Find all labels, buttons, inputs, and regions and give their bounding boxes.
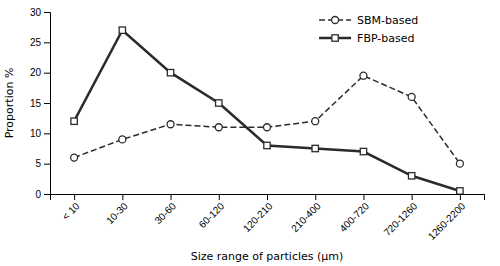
x-tick-mark xyxy=(315,194,316,200)
marker xyxy=(71,118,77,124)
y-tick-label: 10 xyxy=(30,128,42,139)
marker xyxy=(71,154,78,161)
x-tick: < 10 xyxy=(60,194,82,222)
x-tick: 400-720 xyxy=(337,194,371,234)
y-tick: 10 xyxy=(30,128,50,139)
y-tick: 0 xyxy=(35,189,50,200)
marker xyxy=(312,118,319,125)
x-tick-label: 1260-2200 xyxy=(426,200,468,242)
x-tick: 210-400 xyxy=(289,194,323,234)
marks xyxy=(71,27,464,194)
x-tick-label: 720-1260 xyxy=(382,200,420,238)
marker xyxy=(457,188,463,194)
x-tick-mark xyxy=(267,194,268,200)
y-tick: 20 xyxy=(30,67,50,78)
marker xyxy=(264,124,271,131)
marker xyxy=(312,145,318,151)
marker xyxy=(167,69,173,75)
legend-marker xyxy=(332,35,338,41)
x-tick-label: 120-210 xyxy=(241,200,275,234)
y-tick-mark xyxy=(44,164,50,165)
y-tick-mark xyxy=(44,103,50,104)
legend-item: SBM-based xyxy=(319,14,418,27)
x-tick: 1260-2200 xyxy=(426,194,468,242)
marker xyxy=(119,27,125,33)
x-tick-mark xyxy=(171,194,172,200)
plot: 0 5 10 15 20 25 30 < 10 10-30 30-60 60-120 120-210 2… xyxy=(30,7,485,242)
legend-label: FBP-based xyxy=(357,32,414,45)
y-tick-mark xyxy=(44,194,50,195)
marker xyxy=(360,148,366,154)
marker xyxy=(216,100,222,106)
x-tick-mark xyxy=(363,194,364,200)
x-tick: 120-210 xyxy=(241,194,275,234)
series xyxy=(71,72,464,167)
x-tick-mark xyxy=(412,194,413,200)
legend-label: SBM-based xyxy=(357,14,418,27)
y-axis-line xyxy=(44,13,51,195)
y-tick-mark xyxy=(44,73,50,74)
marker xyxy=(360,72,367,79)
marker xyxy=(408,173,414,179)
marker xyxy=(119,136,126,143)
line xyxy=(74,30,460,191)
legend: SBM-based FBP-based xyxy=(319,14,418,45)
y-tick-label: 25 xyxy=(30,37,42,48)
marker xyxy=(264,142,270,148)
y-tick: 15 xyxy=(30,98,50,109)
x-tick: 30-60 xyxy=(152,194,178,226)
line xyxy=(74,76,460,164)
x-tick-label: 400-720 xyxy=(337,200,371,234)
y-tick-mark xyxy=(44,133,50,134)
marker xyxy=(167,121,174,128)
legend-item: FBP-based xyxy=(319,32,414,45)
y-tick-label: 30 xyxy=(30,7,42,18)
y-axis: 0 5 10 15 20 25 30 xyxy=(30,7,51,200)
y-tick-label: 0 xyxy=(35,189,41,200)
x-tick-label: 10-30 xyxy=(104,200,130,226)
y-tick-mark xyxy=(44,42,50,43)
series xyxy=(71,27,463,194)
legend-marker xyxy=(332,17,339,24)
x-tick-mark xyxy=(74,194,75,200)
x-tick-label: 30-60 xyxy=(152,200,178,226)
y-tick-label: 5 xyxy=(35,158,41,169)
x-tick-label: < 10 xyxy=(60,200,82,222)
y-tick: 5 xyxy=(35,158,50,169)
x-axis: < 10 10-30 30-60 60-120 120-210 210-400 400-72… xyxy=(51,194,485,242)
marker xyxy=(456,160,463,167)
x-axis-line xyxy=(51,195,485,201)
y-tick: 25 xyxy=(30,37,50,48)
y-tick-label: 20 xyxy=(30,67,42,78)
marker xyxy=(408,93,415,100)
x-tick-label: 210-400 xyxy=(289,200,323,234)
marker xyxy=(215,124,222,131)
x-tick-mark xyxy=(460,194,461,200)
chart: 0 5 10 15 20 25 30 < 10 10-30 30-60 60-120 120-210 2… xyxy=(0,0,500,266)
x-tick-mark xyxy=(219,194,220,200)
y-axis-title: Proportion % xyxy=(3,68,16,139)
x-axis-title: Size range of particles (μm) xyxy=(191,250,344,263)
y-tick-mark xyxy=(44,12,50,13)
x-tick: 10-30 xyxy=(104,194,130,226)
x-tick: 720-1260 xyxy=(382,194,420,238)
y-tick: 30 xyxy=(30,7,50,18)
y-tick-label: 15 xyxy=(30,98,42,109)
x-tick-mark xyxy=(122,194,123,200)
x-tick: 60-120 xyxy=(197,194,227,230)
x-tick-label: 60-120 xyxy=(197,200,227,230)
